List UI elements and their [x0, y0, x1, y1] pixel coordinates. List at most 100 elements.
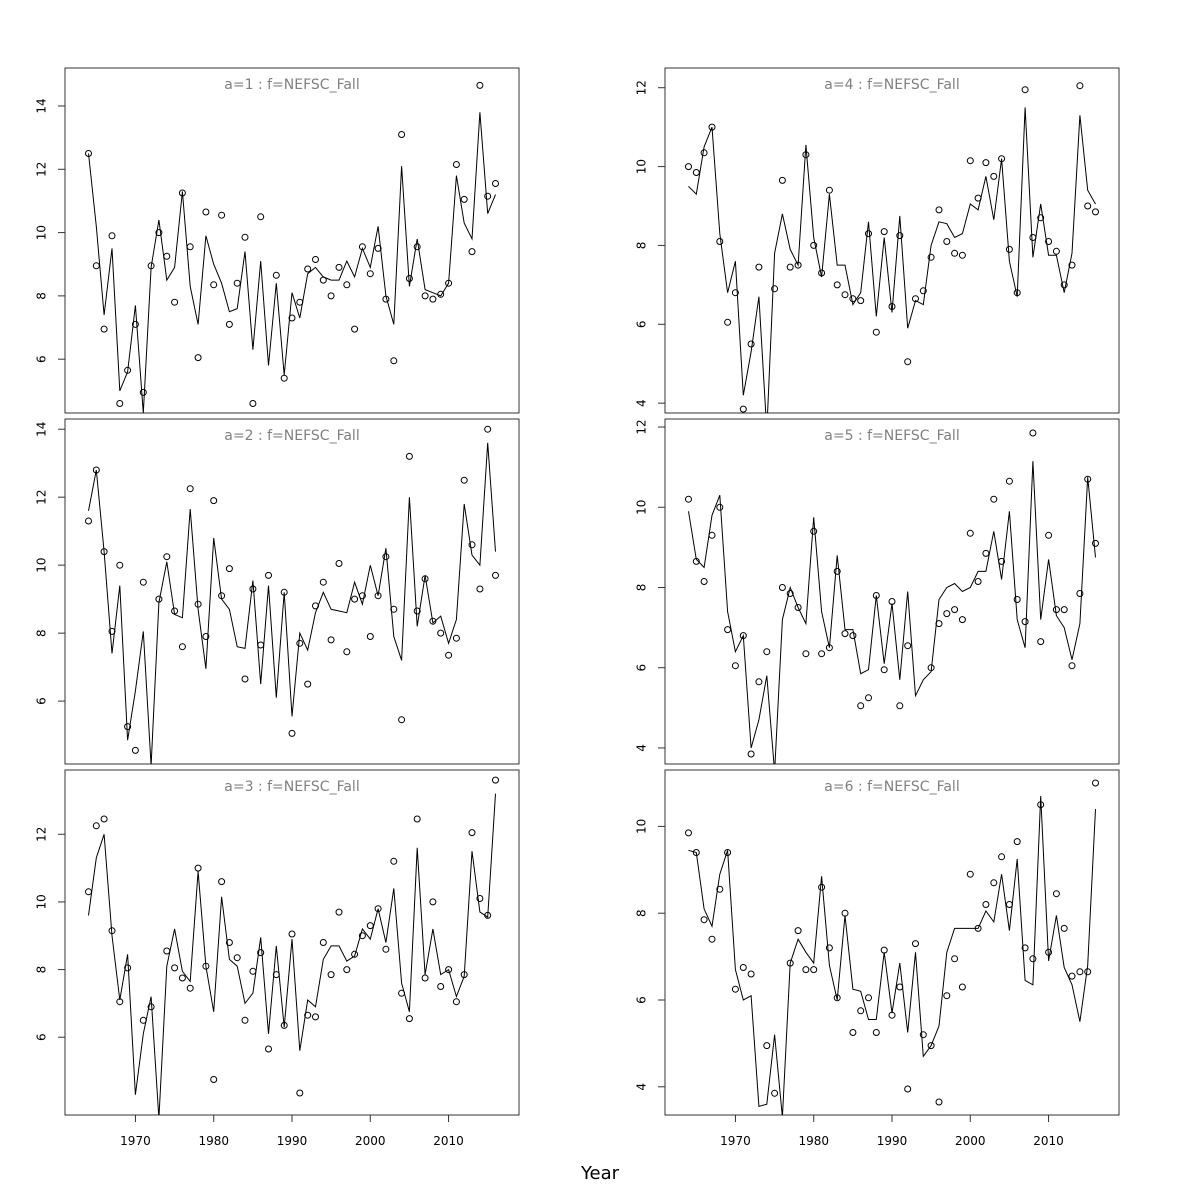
- panels: a=1 : f=NEFSC_Fall 6 8 10 12 14 a=4 : f=NEFSC_…: [35, 67, 1120, 1148]
- observed-point: [802, 650, 810, 658]
- observed-point: [825, 186, 833, 194]
- observed-point: [327, 971, 335, 979]
- observed-point: [755, 678, 763, 686]
- x-tick-label: 2000: [955, 1134, 986, 1148]
- y-tick-label: 12: [35, 827, 49, 842]
- observed-point: [833, 567, 841, 575]
- observed-point: [872, 328, 880, 336]
- observed-point: [692, 169, 700, 176]
- x-tick-label: 1990: [877, 1134, 908, 1148]
- observed-point: [1068, 261, 1076, 269]
- observed-point: [194, 864, 202, 872]
- observed-point: [825, 944, 833, 952]
- x-tick-label: 1970: [120, 1134, 151, 1148]
- observed-point: [716, 885, 724, 893]
- observed-point: [1013, 596, 1021, 603]
- observed-point: [366, 270, 374, 278]
- observed-point: [724, 318, 732, 326]
- observed-point: [935, 1098, 943, 1106]
- observed-point: [716, 503, 724, 511]
- y-tick-label: 6: [635, 664, 649, 672]
- observed-point: [810, 241, 818, 249]
- observed-point: [685, 829, 692, 837]
- observed-point: [998, 853, 1006, 861]
- observed-point: [327, 292, 335, 300]
- observed-point: [880, 228, 888, 236]
- observed-point: [841, 909, 849, 917]
- observed-point: [771, 1089, 779, 1097]
- observed-point: [241, 233, 249, 241]
- observed-point: [1084, 968, 1092, 976]
- observed-point: [249, 400, 257, 407]
- fitted-line: [688, 795, 1096, 1115]
- x-tick-label: 2010: [1033, 1134, 1064, 1148]
- observed-point: [849, 632, 857, 640]
- y-tick-label: 12: [35, 490, 49, 505]
- observed-point: [794, 927, 802, 935]
- panel-6: a=6 : f=NEFSC_Fall 4 6 8 10 1970 1980 1990 2000 2…: [635, 769, 1120, 1148]
- observed-point: [857, 297, 865, 305]
- observed-point: [437, 983, 445, 990]
- observed-point: [437, 629, 445, 637]
- y-tick-label: 8: [35, 629, 49, 637]
- observed-point: [786, 590, 794, 597]
- observed-point: [421, 292, 429, 300]
- fitted-line: [88, 442, 496, 764]
- fitted-line: [688, 461, 1096, 764]
- observed-point: [1021, 618, 1029, 626]
- observed-point: [1060, 606, 1068, 614]
- observed-point: [943, 238, 951, 245]
- observed-point: [1052, 890, 1060, 898]
- observed-point: [685, 163, 692, 171]
- observed-point: [233, 954, 241, 962]
- observed-point: [413, 815, 421, 823]
- observed-point: [1045, 238, 1053, 245]
- observed-point: [1037, 214, 1045, 222]
- observed-point: [724, 626, 732, 634]
- observed-point: [476, 585, 484, 593]
- observed-point: [139, 388, 147, 396]
- observed-point: [1092, 779, 1099, 787]
- observed-point: [818, 883, 826, 891]
- y-tick-label: 10: [635, 159, 649, 174]
- observed-point: [849, 295, 857, 303]
- observed-point: [865, 694, 872, 702]
- observed-point: [358, 932, 366, 940]
- observed-point: [288, 314, 296, 322]
- observed-point: [1052, 606, 1060, 614]
- observed-point: [225, 565, 233, 573]
- observed-point: [872, 1029, 880, 1036]
- observed-point: [452, 634, 460, 642]
- observed-point: [327, 636, 335, 644]
- observed-point: [186, 485, 194, 493]
- observed-point: [304, 265, 312, 273]
- observed-point: [218, 878, 226, 886]
- observed-point: [100, 815, 108, 823]
- observed-point: [896, 232, 904, 240]
- observed-point: [1060, 281, 1068, 289]
- observed-point: [739, 964, 747, 971]
- y-tick-label: 8: [35, 966, 49, 974]
- observed-point: [257, 949, 265, 957]
- observed-point: [755, 263, 763, 271]
- x-tick-label: 1970: [720, 1134, 751, 1148]
- observed-point: [452, 998, 460, 1006]
- observed-point: [413, 243, 421, 251]
- observed-point: [1005, 245, 1013, 253]
- y-tick-label: 6: [35, 697, 49, 705]
- x-tick-label: 1990: [277, 1134, 308, 1148]
- observed-point: [218, 211, 226, 219]
- observed-point: [888, 1011, 896, 1019]
- observed-point: [202, 208, 210, 216]
- y-tick-label: 10: [35, 894, 49, 909]
- observed-point: [405, 452, 413, 460]
- observed-point: [1005, 477, 1013, 485]
- observed-point: [951, 249, 959, 257]
- observed-point: [85, 888, 92, 896]
- observed-point: [319, 578, 327, 586]
- observed-point: [1076, 590, 1084, 597]
- x-tick-label: 2010: [433, 1134, 464, 1148]
- observed-point: [974, 578, 982, 585]
- observed-point: [272, 271, 280, 279]
